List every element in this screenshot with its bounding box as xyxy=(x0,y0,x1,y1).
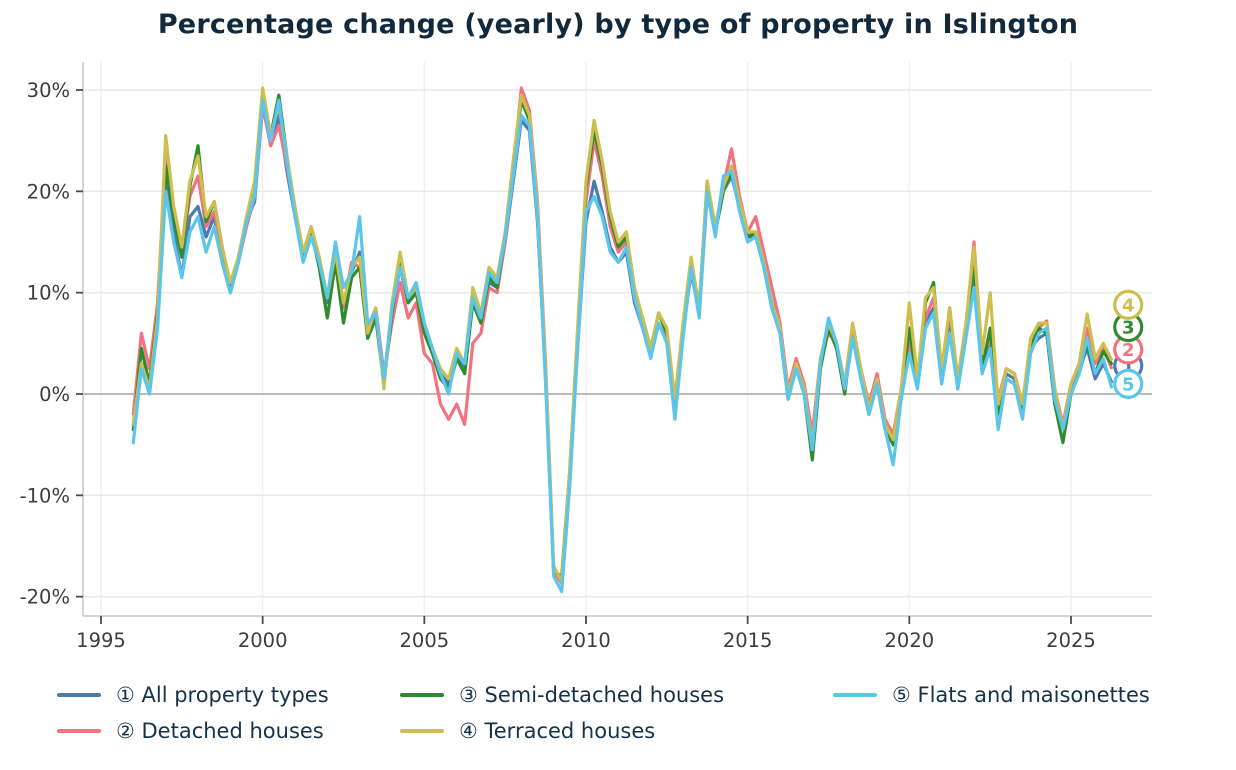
legend-item-detached-houses: ② Detached houses xyxy=(57,717,324,745)
y-tick-label: 0% xyxy=(39,383,70,406)
end-marker-number: 5 xyxy=(1122,374,1135,395)
x-tick-label: 1995 xyxy=(76,629,126,652)
y-tick-label: 20% xyxy=(27,180,70,203)
end-marker-3: 3 xyxy=(1113,312,1144,343)
legend-swatch xyxy=(400,692,444,698)
y-tick-label: 10% xyxy=(27,282,70,305)
legend-swatch xyxy=(57,692,101,698)
x-tick-label: 2020 xyxy=(885,629,935,652)
legend-swatch xyxy=(833,692,877,698)
legend-item-label: ④ Terraced houses xyxy=(459,719,656,743)
x-tick-label: 2010 xyxy=(561,629,611,652)
end-marker-4: 4 xyxy=(1113,289,1144,320)
series-line-flats-and-maisonettes xyxy=(131,98,1114,594)
legend-swatch xyxy=(400,728,444,734)
end-marker-number: 2 xyxy=(1122,340,1135,361)
y-tick-label: -10% xyxy=(20,484,70,507)
legend-item-all-property-types: ① All property types xyxy=(57,681,329,709)
end-marker-5: 5 xyxy=(1113,368,1144,399)
x-tick-label: 2025 xyxy=(1046,629,1096,652)
y-tick-label: -20% xyxy=(20,586,70,609)
legend-item-label: ③ Semi-detached houses xyxy=(459,683,725,707)
y-tick-label: 30% xyxy=(27,79,70,102)
end-marker-number: 4 xyxy=(1122,295,1135,316)
legend-item-semi-detached-houses: ③ Semi-detached houses xyxy=(400,681,724,709)
legend-item-flats-and-maisonettes: ⑤ Flats and maisonettes xyxy=(833,681,1150,709)
chart-title: Percentage change (yearly) by type of pr… xyxy=(157,9,1079,40)
x-tick-label: 2015 xyxy=(723,629,773,652)
end-marker-2: 2 xyxy=(1113,334,1144,365)
x-tick-label: 2000 xyxy=(238,629,288,652)
legend-item-label: ⑤ Flats and maisonettes xyxy=(892,683,1150,707)
end-marker-number: 3 xyxy=(1122,318,1135,339)
line-chart: 30% 20% 10% 0% -10% -20% 1995 2000 2005 2010 2015 2… xyxy=(20,62,1152,652)
legend-swatch xyxy=(57,728,101,734)
legend-item-terraced-houses: ④ Terraced houses xyxy=(400,717,655,745)
legend-item-label: ② Detached houses xyxy=(116,719,324,743)
x-tick-label: 2005 xyxy=(400,629,450,652)
series-line-terraced-houses xyxy=(131,86,1114,584)
legend-item-label: ① All property types xyxy=(116,683,329,707)
